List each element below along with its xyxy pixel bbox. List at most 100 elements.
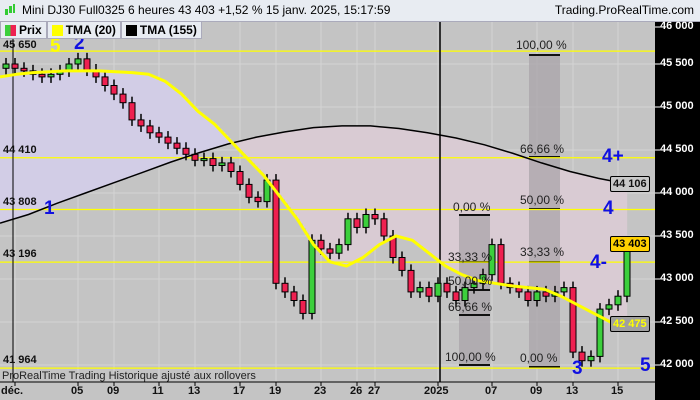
tma-cloud [585, 175, 589, 309]
tma-cloud [246, 139, 250, 158]
tma-cloud [327, 126, 331, 259]
tma-cloud [3, 76, 7, 223]
candle [434, 282, 442, 297]
tma-cloud [474, 142, 478, 280]
candle [587, 355, 595, 362]
candle [308, 239, 316, 314]
candle [290, 291, 298, 301]
tma-cloud [216, 125, 220, 148]
price-badge-gray: 44 106 [610, 175, 650, 192]
tma-cloud [456, 137, 460, 272]
tma-cloud [507, 151, 511, 286]
tma-cloud [294, 130, 298, 215]
candle [137, 119, 145, 127]
tma-cloud [120, 71, 124, 181]
legend-tma20[interactable]: TMA (20) [46, 21, 121, 39]
instrument-title: Mini DJ30 Full0325 6 heures 43 403 +1,52… [22, 3, 391, 17]
tma-cloud [408, 129, 412, 240]
tma-cloud [594, 177, 598, 314]
candle [299, 300, 307, 314]
tma-cloud [105, 71, 109, 186]
tma-cloud [30, 72, 34, 214]
tma-cloud [99, 70, 103, 189]
fib-left-100: 100,00 % [445, 350, 496, 364]
date-tick-label: 09 [530, 385, 543, 397]
tma-cloud [156, 77, 160, 168]
tma155-swatch-icon [125, 24, 137, 36]
tma-cloud [180, 92, 184, 160]
tma-cloud [519, 155, 523, 287]
tma-cloud [150, 74, 154, 170]
tma-cloud [342, 125, 346, 265]
tma-cloud [117, 71, 121, 182]
tma-cloud [51, 71, 55, 206]
tma-cloud [372, 126, 376, 251]
tma-cloud [420, 131, 424, 247]
tma-cloud [522, 156, 526, 287]
tma-cloud [390, 127, 394, 240]
tma-cloud [54, 71, 58, 205]
tma-cloud [222, 132, 226, 146]
tma-cloud [81, 70, 85, 195]
tma-cloud [378, 126, 382, 246]
tma-cloud [363, 125, 367, 258]
candle [146, 125, 154, 134]
tma-cloud [219, 128, 223, 147]
tma-cloud [297, 130, 301, 219]
tma-cloud [423, 132, 427, 249]
tma-cloud [582, 174, 586, 308]
price-tick-label: 46 000 [660, 20, 694, 32]
legend: Prix TMA (20) TMA (155) [0, 21, 202, 39]
price-badge-last: 43 403 [610, 236, 650, 253]
legend-price[interactable]: Prix [0, 21, 47, 39]
price-tick-label: 45 000 [660, 100, 694, 112]
fib-right-50: 50,00 % [520, 193, 565, 207]
candle [398, 257, 406, 271]
candle [407, 269, 415, 293]
candle [470, 282, 478, 289]
fib-right-0: 0,00 % [520, 351, 558, 365]
date-tick-label: 19 [269, 385, 282, 397]
tma-cloud [162, 79, 166, 166]
tma-cloud [453, 137, 457, 271]
candle [497, 244, 505, 284]
candle [452, 291, 460, 301]
candle [533, 291, 541, 301]
tma-cloud [357, 125, 361, 261]
candle [524, 291, 532, 301]
date-tick-label: 09 [107, 385, 120, 397]
hline-label-41964: 41 964 [3, 354, 37, 366]
tma-cloud [183, 95, 187, 159]
tma-cloud [36, 72, 40, 212]
legend-tma155[interactable]: TMA (155) [120, 21, 202, 39]
candle [569, 287, 577, 353]
tma-cloud [288, 131, 292, 208]
tma-cloud [69, 70, 73, 199]
tma-cloud [336, 126, 340, 264]
tma-cloud [0, 76, 4, 224]
tma-cloud [210, 120, 214, 150]
tma-cloud [366, 125, 370, 256]
tma-cloud [42, 72, 46, 210]
hline-label-43808: 43 808 [3, 196, 37, 208]
tma-cloud [387, 127, 391, 241]
tma-cloud [606, 179, 610, 320]
candle [20, 67, 28, 72]
candle [362, 214, 370, 228]
candle [623, 243, 631, 297]
hline-label-44410: 44 410 [3, 144, 37, 156]
tma-cloud [450, 136, 454, 269]
date-tick-label: 13 [188, 385, 201, 397]
tma-cloud [186, 98, 190, 158]
title-bar: Mini DJ30 Full0325 6 heures 43 403 +1,52… [0, 0, 700, 22]
candle [110, 85, 118, 95]
candle [101, 76, 109, 87]
tma-cloud [429, 133, 433, 254]
tma-cloud [264, 135, 268, 176]
tma-cloud [57, 71, 61, 204]
tma-cloud [90, 70, 94, 192]
tma-cloud [207, 118, 211, 151]
date-tick-label: déc. [1, 385, 24, 397]
tma-cloud [306, 128, 310, 233]
